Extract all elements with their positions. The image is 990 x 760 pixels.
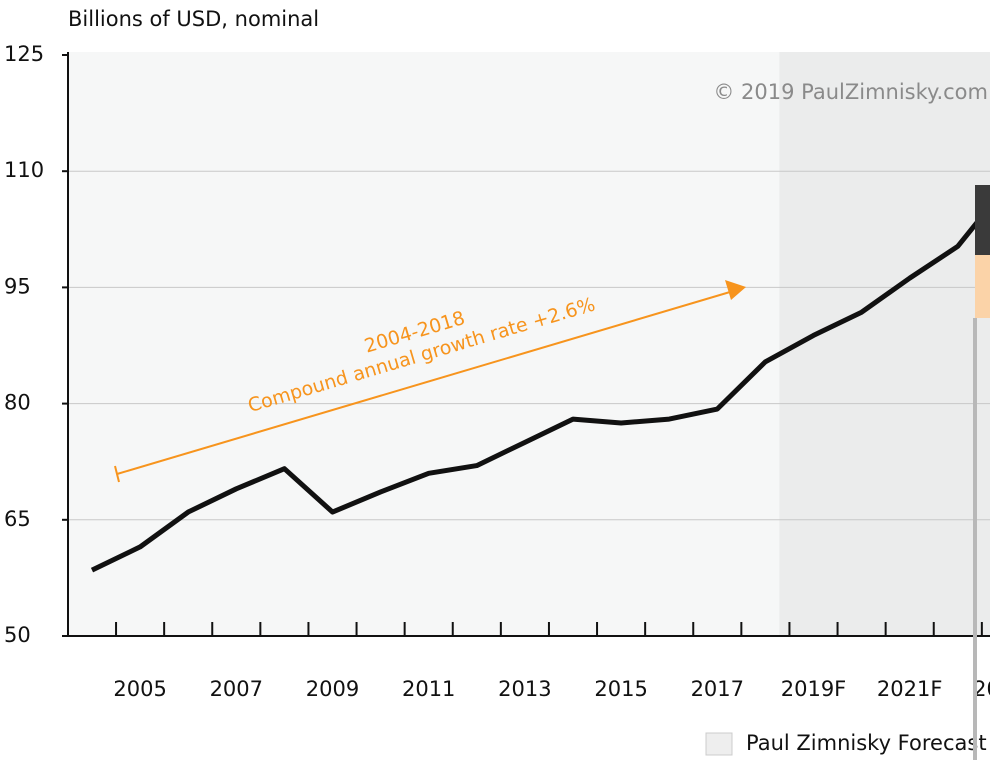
x-tick-label: 2007 bbox=[210, 677, 263, 701]
x-tick-label: 2005 bbox=[113, 677, 166, 701]
legend-swatch bbox=[705, 732, 733, 756]
y-axis-label: Billions of USD, nominal bbox=[68, 7, 319, 31]
x-tick-label: 2013 bbox=[498, 677, 551, 701]
legend-label: Paul Zimnisky Forecast bbox=[746, 731, 987, 755]
y-tick-label: 65 bbox=[4, 507, 31, 531]
y-tick-label: 110 bbox=[4, 158, 44, 182]
y-tick-label: 125 bbox=[4, 42, 44, 66]
x-tick-label: 2017 bbox=[691, 677, 744, 701]
x-tick-label: 2015 bbox=[594, 677, 647, 701]
x-tick-label: 2019F bbox=[781, 677, 847, 701]
y-tick-label: 50 bbox=[4, 623, 31, 647]
x-tick-label: 2009 bbox=[306, 677, 359, 701]
overlay-panel bbox=[975, 185, 990, 255]
x-tick-label: 2011 bbox=[402, 677, 455, 701]
arrow-head bbox=[725, 280, 746, 300]
x-tick-label: 2023F bbox=[973, 677, 990, 701]
y-tick-label: 95 bbox=[4, 274, 31, 298]
overlay-panel bbox=[975, 255, 990, 318]
x-tick-label: 2021F bbox=[877, 677, 943, 701]
overlay-divider bbox=[973, 318, 977, 760]
y-tick-label: 80 bbox=[4, 391, 31, 415]
growth-arrow bbox=[116, 291, 731, 475]
watermark: © 2019 PaulZimnisky.com bbox=[713, 80, 988, 104]
data-line bbox=[90, 202, 990, 573]
forecast-region bbox=[779, 52, 990, 636]
arrow-tail bbox=[114, 465, 120, 483]
